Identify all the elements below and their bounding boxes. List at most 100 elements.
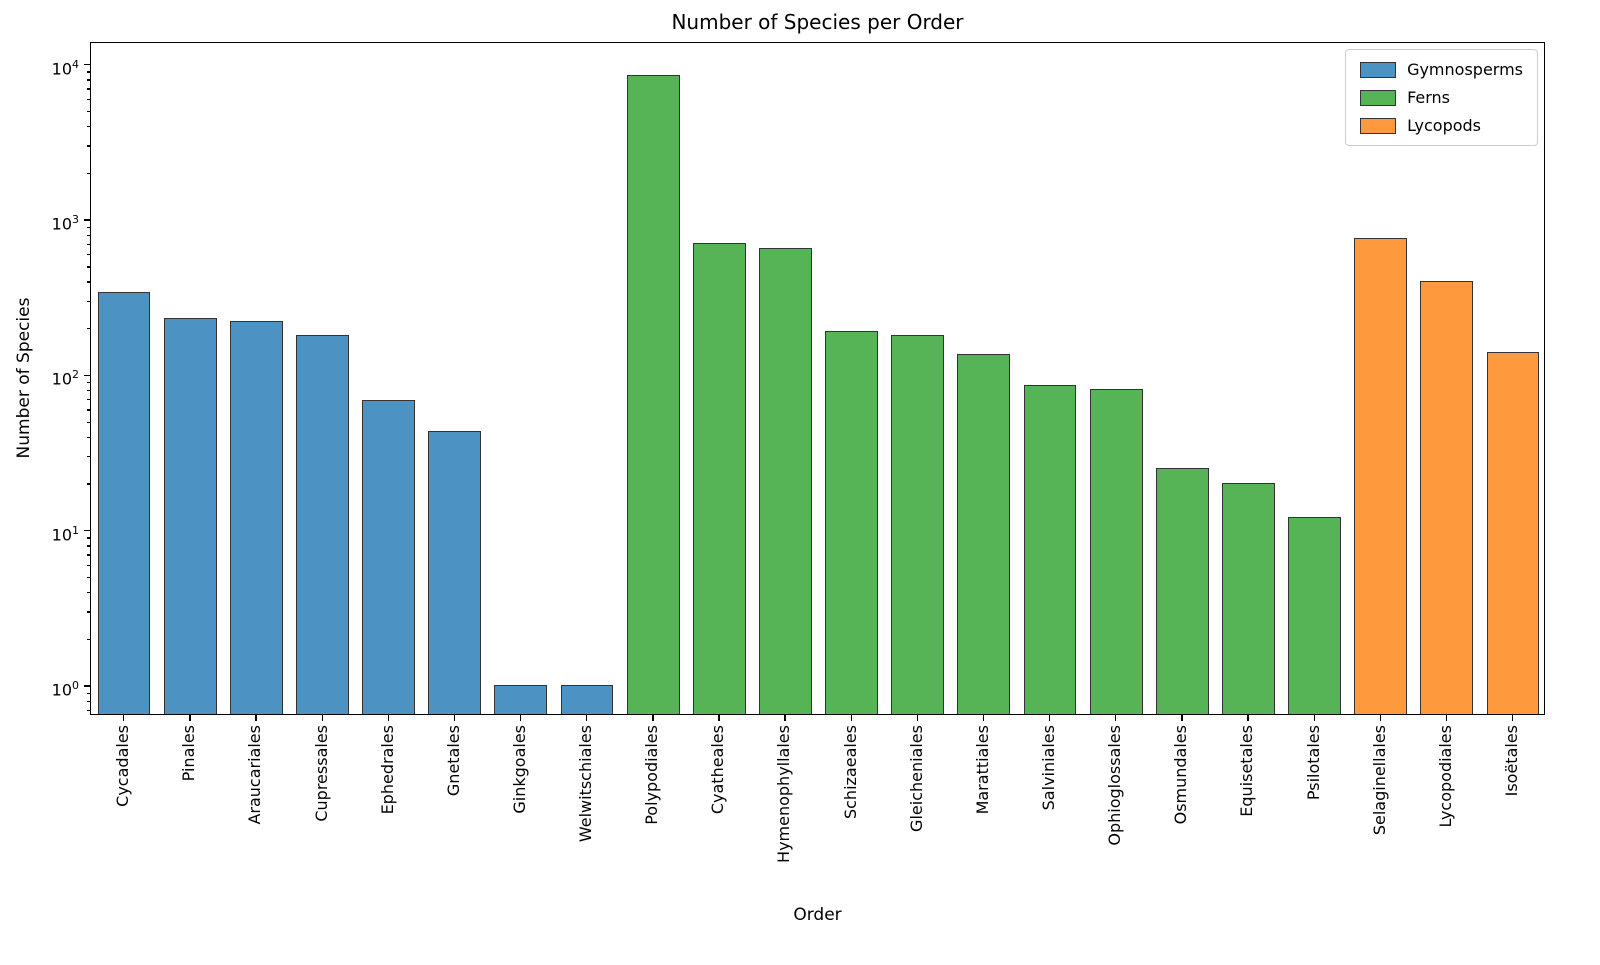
y-minor-tick	[86, 537, 90, 539]
y-tick	[83, 374, 90, 376]
y-minor-tick	[86, 234, 90, 236]
y-minor-tick	[86, 591, 90, 594]
x-tick	[718, 715, 720, 721]
x-tick	[1049, 715, 1051, 721]
x-tick-label: Salviniales	[1039, 725, 1058, 811]
y-minor-tick	[86, 421, 90, 423]
x-tick	[850, 715, 852, 721]
x-tick	[652, 715, 654, 721]
x-tick-label: Psilotales	[1303, 725, 1323, 801]
bar-osmundales	[1155, 467, 1209, 714]
x-tick-label: Equisetales	[1237, 725, 1257, 817]
legend-swatch-lycopods	[1360, 117, 1397, 134]
bar-cupressales	[296, 334, 349, 714]
y-minor-tick	[86, 243, 90, 245]
x-tick	[982, 715, 985, 721]
x-tick-label: Welwitschiales	[576, 725, 595, 843]
y-minor-tick	[86, 564, 90, 566]
y-minor-tick	[86, 381, 90, 384]
y-minor-tick	[86, 145, 90, 147]
x-tick-label: Lycopodiales	[1435, 725, 1455, 828]
x-tick-label: Ginkgoales	[509, 725, 529, 814]
x-tick	[255, 715, 257, 721]
x-tick-label: Araucariales	[245, 725, 265, 825]
legend-label: Ferns	[1407, 88, 1451, 107]
y-minor-tick	[86, 71, 90, 73]
bar-ophioglossales	[1089, 389, 1143, 714]
x-tick	[1379, 715, 1382, 721]
x-tick-label: Gnetales	[443, 725, 463, 797]
y-minor-tick	[86, 254, 90, 256]
legend: Gymnosperms Ferns Lycopods	[1345, 49, 1538, 146]
y-minor-tick	[86, 483, 90, 485]
y-minor-tick	[86, 611, 90, 613]
x-tick-label: Ephedrales	[377, 725, 397, 815]
x-tick-label: Isoëtales	[1501, 725, 1521, 797]
legend-entry-ferns: Ferns	[1360, 88, 1523, 107]
x-axis-label: Order	[793, 905, 842, 925]
x-tick-label: Polypodiales	[642, 725, 662, 825]
bar-selaginellales	[1354, 238, 1408, 714]
y-tick-label: 104	[51, 57, 79, 79]
x-tick	[1445, 715, 1448, 721]
plot-area	[90, 42, 1545, 715]
y-minor-tick	[86, 88, 90, 90]
y-minor-tick	[86, 328, 90, 330]
y-tick-label: 102	[51, 368, 79, 389]
bar-welwitschiales	[560, 684, 614, 714]
bar-marattiales	[957, 354, 1011, 714]
x-tick-label: Marattiales	[972, 725, 992, 815]
y-minor-tick	[86, 576, 90, 579]
y-tick	[83, 685, 90, 687]
bar-equisetales	[1221, 482, 1275, 714]
y-tick	[83, 529, 90, 532]
x-tick-label: Cycadales	[113, 725, 133, 807]
y-minor-tick	[86, 638, 90, 641]
x-tick	[321, 715, 323, 721]
x-tick-label: Pinales	[179, 725, 199, 782]
x-tick-label: Selaginellales	[1369, 725, 1389, 836]
bar-lycopodiales	[1420, 280, 1474, 714]
bar-cycadales	[97, 291, 151, 714]
x-tick-label: Cupressales	[311, 725, 331, 822]
bar-araucariales	[229, 321, 283, 714]
legend-label: Gymnosperms	[1407, 60, 1523, 79]
y-tick	[83, 64, 90, 66]
bar-ephedrales	[362, 400, 416, 714]
y-tick-label: 101	[51, 523, 79, 544]
bar-gnetales	[428, 431, 482, 714]
x-tick	[123, 715, 125, 721]
legend-label: Lycopods	[1407, 116, 1481, 135]
y-minor-tick	[86, 545, 90, 547]
x-tick-label: Cyatheales	[708, 725, 728, 815]
x-tick	[1247, 715, 1249, 721]
y-minor-tick	[86, 409, 90, 411]
legend-entry-lycopods: Lycopods	[1360, 116, 1523, 135]
y-minor-tick	[86, 281, 90, 283]
y-minor-tick	[86, 300, 90, 303]
y-minor-tick	[86, 456, 90, 458]
x-tick-label: Schizaeales	[840, 725, 860, 820]
y-minor-tick	[86, 98, 90, 101]
bar-cyatheales	[692, 243, 746, 714]
y-tick	[83, 219, 90, 221]
y-minor-tick	[86, 110, 90, 113]
y-minor-tick	[86, 266, 90, 268]
x-tick	[586, 715, 588, 721]
x-tick-label: Gleicheniales	[906, 725, 926, 832]
x-tick	[1115, 715, 1117, 721]
y-minor-tick	[86, 172, 90, 175]
y-minor-tick	[86, 700, 90, 702]
x-tick	[519, 715, 522, 721]
bar-gleicheniales	[891, 334, 945, 714]
bar-schizaeales	[825, 331, 878, 714]
x-tick-label: Ophioglossales	[1105, 725, 1125, 846]
bar-isoëtales	[1486, 351, 1540, 714]
x-tick	[916, 715, 919, 721]
y-minor-tick	[86, 709, 90, 711]
bar-pinales	[163, 318, 217, 714]
x-tick	[189, 715, 191, 721]
y-minor-tick	[86, 126, 90, 128]
legend-swatch-gymnosperms	[1360, 61, 1397, 78]
y-minor-tick	[86, 692, 90, 694]
